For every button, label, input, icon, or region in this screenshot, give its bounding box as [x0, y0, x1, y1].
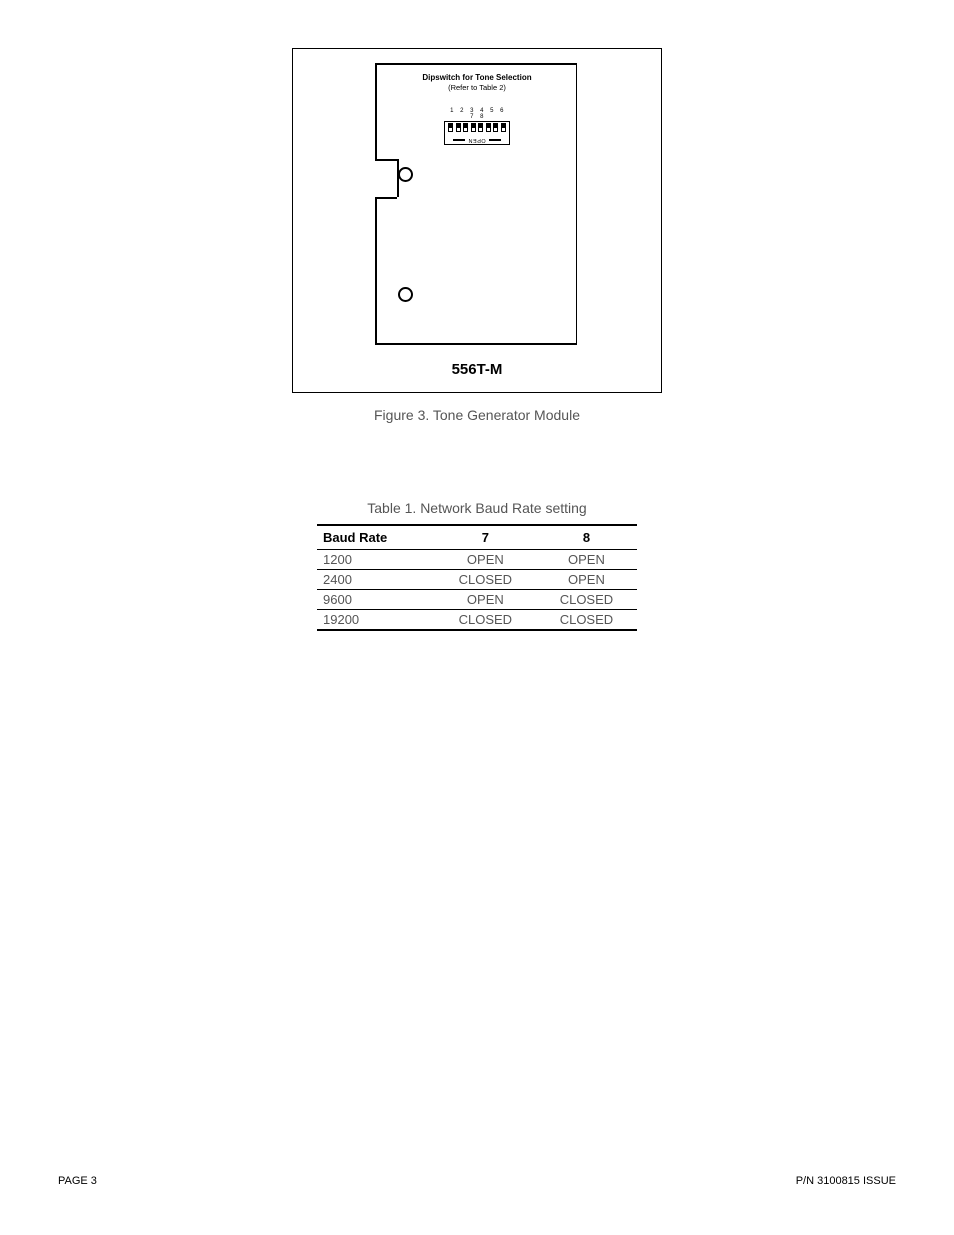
table-row: 2400CLOSEDOPEN	[317, 570, 637, 590]
baud-table-body: 1200OPENOPEN2400CLOSEDOPEN9600OPENCLOSED…	[317, 550, 637, 631]
figure-module: Dipswitch for Tone Selection (Refer to T…	[292, 48, 662, 423]
figure-caption: Figure 3. Tone Generator Module	[292, 407, 662, 423]
table-header-row: Baud Rate 7 8	[317, 525, 637, 550]
dipswitch-numbers: 1 2 3 4 5 6 7 8	[444, 108, 510, 120]
arrow-bar-icon	[489, 139, 501, 141]
dipswitch-open-text: OPEN	[468, 137, 486, 143]
table-cell: 1200	[317, 550, 435, 570]
table-cell: CLOSED	[435, 610, 536, 631]
footer-part-number: P/N 3100815 ISSUE	[796, 1175, 896, 1187]
dip-sw	[463, 123, 468, 132]
dipswitch-switches	[448, 123, 506, 133]
dipswitch-label-line2: (Refer to Table 2)	[402, 83, 552, 92]
dip-sw	[456, 123, 461, 132]
mounting-hole-icon	[398, 287, 413, 302]
arrow-bar-icon	[453, 139, 465, 141]
table-cell: OPEN	[536, 570, 637, 590]
dip-sw	[486, 123, 491, 132]
table-cell: OPEN	[435, 550, 536, 570]
dipswitch-label: Dipswitch for Tone Selection (Refer to T…	[402, 73, 552, 92]
table-cell: CLOSED	[435, 570, 536, 590]
dip-sw	[493, 123, 498, 132]
table-caption: Table 1. Network Baud Rate setting	[317, 500, 637, 516]
dipswitch-icon: 1 2 3 4 5 6 7 8 OPEN	[444, 108, 510, 145]
table-row: 19200CLOSEDCLOSED	[317, 610, 637, 631]
table-header: 7	[435, 525, 536, 550]
table-row: 1200OPENOPEN	[317, 550, 637, 570]
board-edge	[375, 343, 577, 345]
dipswitch-label-line1: Dipswitch for Tone Selection	[402, 73, 552, 83]
baud-table-wrap: Table 1. Network Baud Rate setting Baud …	[317, 500, 637, 631]
table-cell: 2400	[317, 570, 435, 590]
dipswitch-open-label: OPEN	[445, 137, 509, 143]
table-cell: OPEN	[435, 590, 536, 610]
table-header: Baud Rate	[317, 525, 435, 550]
table-row: 9600OPENCLOSED	[317, 590, 637, 610]
baud-rate-table: Baud Rate 7 8 1200OPENOPEN2400CLOSEDOPEN…	[317, 524, 637, 631]
table-cell: CLOSED	[536, 590, 637, 610]
dip-sw	[501, 123, 506, 132]
dip-sw	[478, 123, 483, 132]
footer-page-number: PAGE 3	[58, 1175, 97, 1187]
dip-sw	[448, 123, 453, 132]
mounting-hole-icon	[398, 167, 413, 182]
dipswitch-body: OPEN	[444, 121, 510, 145]
table-cell: CLOSED	[536, 610, 637, 631]
table-cell: OPEN	[536, 550, 637, 570]
table-cell: 9600	[317, 590, 435, 610]
module-frame: Dipswitch for Tone Selection (Refer to T…	[292, 48, 662, 393]
table-cell: 19200	[317, 610, 435, 631]
dip-sw	[471, 123, 476, 132]
module-name: 556T-M	[293, 361, 661, 378]
table-header: 8	[536, 525, 637, 550]
